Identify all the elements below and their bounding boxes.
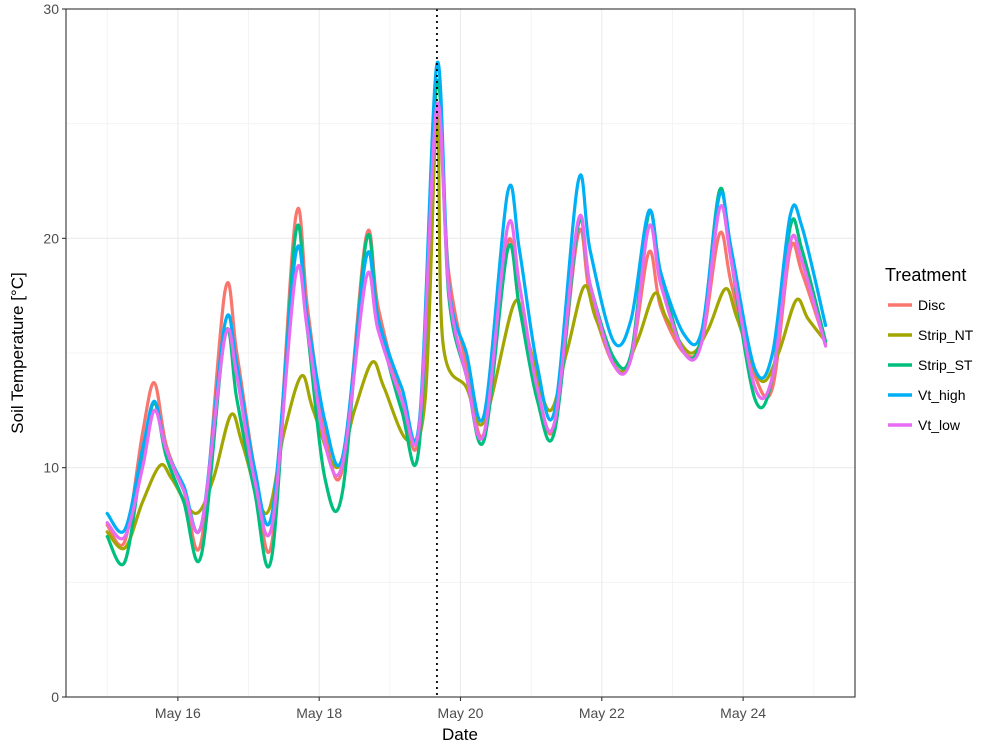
x-axis-title: Date [442,725,478,744]
x-tick-label: May 24 [720,705,766,721]
legend-label: Vt_low [918,417,961,433]
y-tick-label: 20 [43,230,59,246]
series-line-vt-low [105,101,828,541]
y-tick-label: 30 [43,1,59,17]
legend-label: Vt_high [918,387,965,403]
legend-label: Strip_ST [918,357,973,373]
y-tick-label: 10 [43,460,59,476]
legend-label: Strip_NT [918,327,974,343]
legend-label: Disc [918,297,945,313]
y-tick-label: 0 [51,689,59,705]
x-tick-label: May 16 [155,705,201,721]
y-axis-title: Soil Temperature [°C] [8,272,27,433]
x-tick-label: May 20 [438,705,484,721]
x-tick-label: May 22 [579,705,625,721]
x-tick-label: May 18 [296,705,342,721]
axes: 0 10 20 30 May 16 May 18 May 20 May 22 May 24 [43,1,766,721]
legend: Treatment Disc Strip_NT Strip_ST Vt_high Vt_… [885,265,974,433]
legend-title: Treatment [885,265,966,285]
